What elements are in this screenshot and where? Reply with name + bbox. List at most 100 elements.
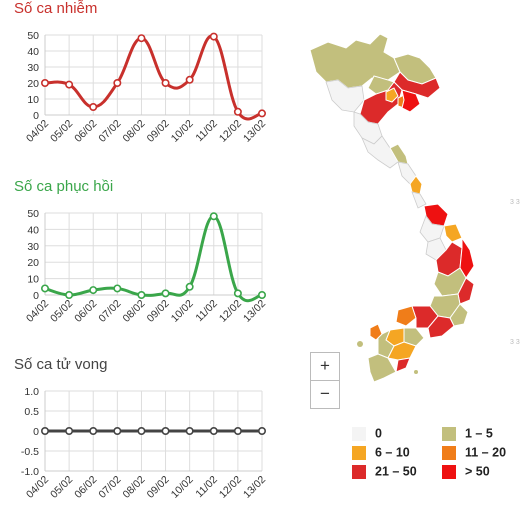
map-legend: 0 1 – 5 6 – 10 11 – 20 21 – 50 > 50 [346,422,516,484]
recovered-data-point[interactable] [137,291,146,300]
infected-y-tick-label: 40 [27,46,39,58]
infected-series-line [43,34,264,121]
legend-swatch-21-50 [352,464,366,479]
deaths-data-point[interactable] [40,426,49,435]
deaths-x-tick-label: 12/02 [217,474,244,501]
deaths-chart: -1.0-0.500.51.004/0205/0206/0207/0208/02… [21,386,268,501]
map-region-kiengiang[interactable] [369,323,383,341]
recovered-data-point[interactable] [40,284,49,293]
infected-data-point[interactable] [161,78,170,87]
deaths-chart-title: Số ca tử vong [14,356,108,373]
map-region-camau[interactable] [367,353,397,383]
infected-data-point[interactable] [113,78,122,87]
infected-x-tick-label: 11/02 [193,118,220,145]
deaths-y-tick-label: 1.0 [24,386,39,398]
recovered-x-tick-label: 10/02 [169,298,196,325]
infected-y-tick-label: 20 [27,78,39,90]
map-region-delta-d[interactable] [401,89,421,113]
infected-data-point[interactable] [257,109,266,118]
recovered-x-tick-label: 11/02 [193,298,220,325]
infected-data-point[interactable] [233,107,242,116]
legend-item-over-50: > 50 [442,464,490,480]
recovered-y-tick-label: 0 [33,290,39,302]
infected-data-point[interactable] [65,80,74,89]
map-region-binhthuan[interactable] [427,315,455,339]
infected-x-tick-label: 10/02 [169,118,196,145]
map-region-southeast-a[interactable] [395,305,417,327]
infected-y-tick-label: 0 [33,110,39,122]
deaths-data-point[interactable] [89,426,98,435]
legend-swatch-6-10 [352,445,366,460]
recovered-x-tick-label: 08/02 [120,298,147,325]
side-marks-bottom: 3 3 [510,339,520,346]
recovered-data-point[interactable] [65,291,74,300]
recovered-x-tick-label: 05/02 [48,298,75,325]
infected-y-tick-label: 30 [27,62,39,74]
legend-item-21-50: 21 – 50 [352,464,417,480]
legend-item-6-10: 6 – 10 [352,445,410,461]
infected-data-point[interactable] [137,34,146,43]
recovered-y-tick-label: 10 [27,274,39,286]
deaths-x-tick-label: 08/02 [120,474,147,501]
infected-chart-title: Số ca nhiễm [14,0,98,17]
legend-swatch-1-5 [442,426,456,441]
map-region-hatinh[interactable] [389,143,409,165]
deaths-data-point[interactable] [137,426,146,435]
deaths-y-tick-label: 0 [33,426,39,438]
deaths-data-point[interactable] [209,426,218,435]
recovered-chart-title: Số ca phục hồi [14,178,114,195]
deaths-data-point[interactable] [161,426,170,435]
recovered-x-tick-label: 06/02 [72,298,99,325]
infected-x-tick-label: 05/02 [48,118,75,145]
map-region-delta-e[interactable] [367,75,395,95]
recovered-data-point[interactable] [113,284,122,293]
recovered-y-tick-label: 20 [27,257,39,269]
infected-data-point[interactable] [89,103,98,112]
deaths-data-point[interactable] [113,426,122,435]
infected-data-point[interactable] [185,75,194,84]
deaths-data-point[interactable] [185,426,194,435]
recovered-y-tick-label: 40 [27,224,39,236]
deaths-y-tick-label: 0.5 [24,406,39,418]
legend-item-0: 0 [352,426,382,442]
map-island-b[interactable] [414,370,418,374]
deaths-x-tick-label: 13/02 [241,474,268,501]
infected-x-tick-label: 13/02 [241,118,268,145]
legend-swatch-11-20 [442,445,456,460]
infected-x-tick-label: 09/02 [145,118,172,145]
map-region-delta-b[interactable] [385,87,399,103]
map-island-a[interactable] [357,341,363,347]
legend-item-11-20: 11 – 20 [442,445,506,461]
map-region-khanhhoa[interactable] [457,277,475,305]
map-region-hue[interactable] [411,191,427,209]
map-region-quangngai[interactable] [443,223,463,243]
zoom-out-button[interactable]: − [310,380,340,409]
deaths-x-tick-label: 05/02 [48,474,75,501]
recovered-x-tick-label: 04/02 [24,298,51,325]
deaths-data-point[interactable] [65,426,74,435]
infected-y-tick-label: 50 [27,30,39,42]
recovered-data-point[interactable] [89,286,98,295]
deaths-x-tick-label: 07/02 [96,474,123,501]
infected-data-point[interactable] [40,78,49,87]
map-region-quangtri[interactable] [409,175,423,195]
recovered-data-point[interactable] [161,289,170,298]
map-region-mekong-d[interactable] [395,357,411,373]
recovered-data-point[interactable] [257,291,266,300]
infected-x-tick-label: 07/02 [96,118,123,145]
deaths-data-point[interactable] [257,426,266,435]
recovered-data-point[interactable] [233,289,242,298]
recovered-data-point[interactable] [209,212,218,221]
deaths-y-tick-label: -0.5 [21,446,39,458]
vietnam-map[interactable] [298,28,522,390]
deaths-y-tick-label: -1.0 [21,466,39,478]
recovered-data-point[interactable] [185,282,194,291]
deaths-x-tick-label: 11/02 [193,474,220,501]
recovered-series-line [43,214,264,303]
infected-data-point[interactable] [209,32,218,41]
deaths-data-point[interactable] [233,426,242,435]
infected-x-tick-label: 08/02 [120,118,147,145]
recovered-x-tick-label: 12/02 [217,298,244,325]
zoom-in-button[interactable]: + [310,352,340,381]
infected-x-tick-label: 06/02 [72,118,99,145]
